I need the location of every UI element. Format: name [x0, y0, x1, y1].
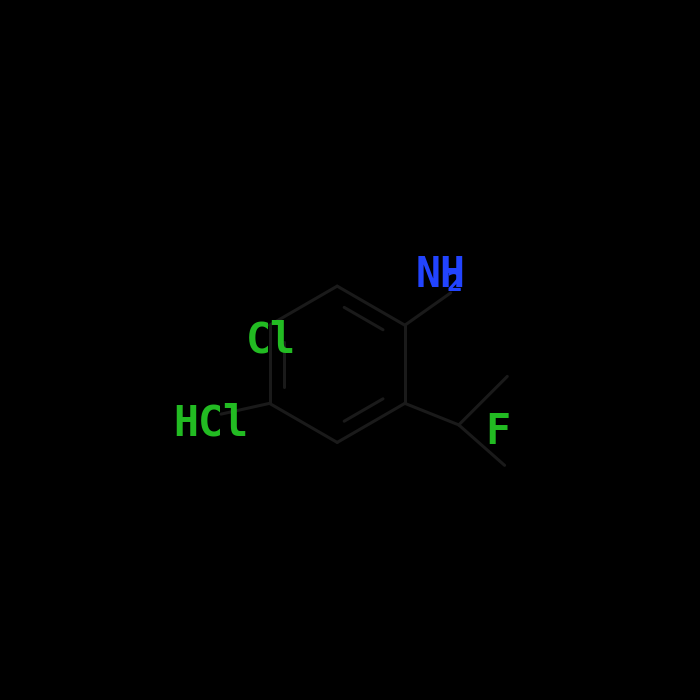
- Text: HCl: HCl: [173, 402, 248, 444]
- Text: 2: 2: [447, 271, 463, 297]
- Text: NH: NH: [415, 254, 466, 296]
- Text: F: F: [485, 411, 510, 453]
- Text: Cl: Cl: [246, 319, 295, 361]
